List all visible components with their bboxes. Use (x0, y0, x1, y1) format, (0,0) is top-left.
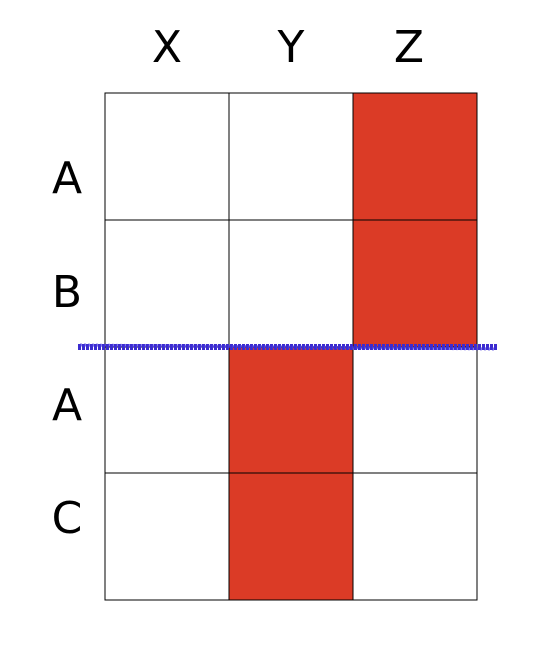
column-label: X (152, 22, 182, 73)
column-label: Y (277, 22, 305, 73)
row-label: B (52, 267, 82, 318)
row-label: A (52, 380, 82, 431)
divider-line (79, 343, 497, 351)
row-label: C (52, 493, 83, 544)
column-label: Z (394, 22, 424, 73)
row-label: A (52, 153, 82, 204)
